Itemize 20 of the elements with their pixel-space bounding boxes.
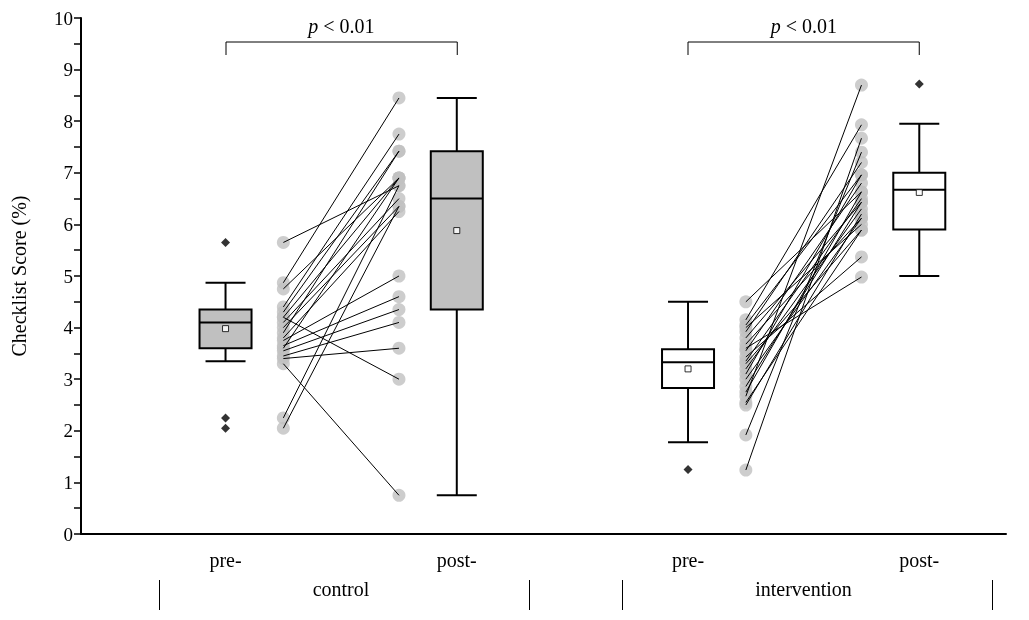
- x-tick-label: post-: [899, 549, 940, 572]
- y-tick-label: 6: [63, 213, 73, 235]
- x-tick-label: pre-: [209, 549, 242, 572]
- y-tick-label: 8: [63, 110, 73, 132]
- annotation: p < 0.01: [308, 15, 375, 38]
- y-tick-label: 1: [63, 471, 73, 493]
- y-tick-label: 3: [63, 368, 73, 390]
- y-tick-label: 10: [54, 7, 73, 29]
- x-tick-label: pre-: [671, 549, 705, 572]
- y-tick-label: 5: [63, 265, 73, 287]
- y-tick-label: 4: [63, 317, 74, 339]
- annotation: p < 0.01: [770, 15, 837, 38]
- text: intervention: [755, 578, 852, 601]
- y-axis-title: Checklist Score (%): [8, 195, 31, 357]
- y-tick-label: 7: [63, 162, 73, 184]
- y-tick-label: 2: [63, 420, 73, 442]
- text: control: [312, 578, 370, 601]
- x-tick-label: post-: [436, 549, 477, 572]
- y-tick-label: 0: [63, 523, 73, 545]
- y-tick-label: 9: [63, 59, 73, 81]
